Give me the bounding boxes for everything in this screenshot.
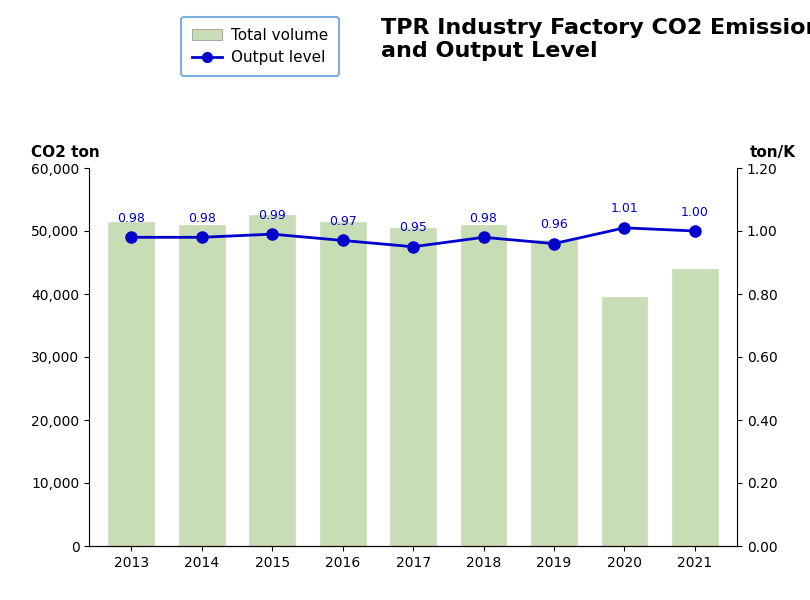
Text: 0.96: 0.96 [540,218,568,231]
Text: 0.97: 0.97 [329,215,356,228]
Text: 1.01: 1.01 [611,202,638,215]
Bar [249,215,295,546]
Bar [602,297,647,546]
Bar [390,228,436,546]
Bar [109,221,154,546]
Legend: Total volume, Output level: Total volume, Output level [181,17,339,76]
Text: 1.00: 1.00 [681,205,709,218]
Bar [461,224,506,546]
Text: TPR Industry Factory CO2 Emission Volume
and Output Level: TPR Industry Factory CO2 Emission Volume… [381,18,810,61]
Bar [672,269,718,546]
Text: ton/K: ton/K [749,145,795,160]
Text: 0.99: 0.99 [258,209,286,221]
Bar [179,224,224,546]
Text: 0.98: 0.98 [188,212,215,225]
Text: 0.95: 0.95 [399,221,427,234]
Text: 0.98: 0.98 [470,212,497,225]
Bar [320,221,365,546]
Bar [531,241,577,546]
Text: CO2 ton: CO2 ton [31,145,100,160]
Text: 0.98: 0.98 [117,212,145,225]
